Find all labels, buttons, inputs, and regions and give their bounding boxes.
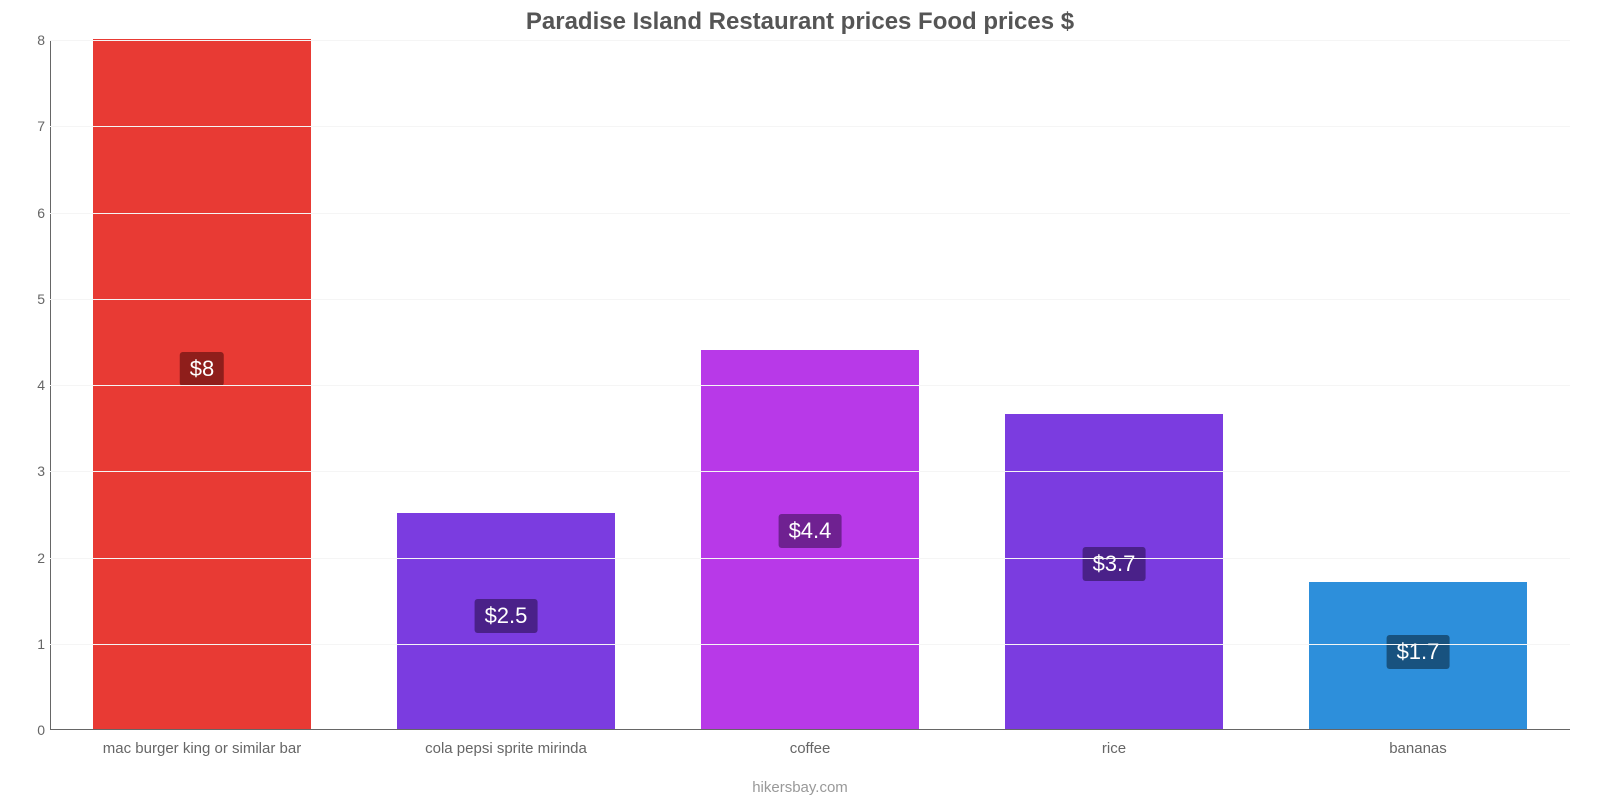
bar: $1.7 bbox=[1309, 582, 1528, 729]
grid-line bbox=[50, 213, 1570, 214]
bar: $8 bbox=[93, 39, 312, 729]
y-tick-label: 0 bbox=[20, 722, 45, 738]
plot-area: $8$2.5$4.4$3.7$1.7 012345678 bbox=[50, 40, 1570, 730]
bar-value-label: $2.5 bbox=[475, 599, 538, 633]
y-tick-label: 4 bbox=[20, 377, 45, 393]
bar-value-label: $3.7 bbox=[1083, 547, 1146, 581]
bar-value-label: $8 bbox=[180, 352, 224, 386]
y-tick-label: 6 bbox=[20, 205, 45, 221]
grid-line bbox=[50, 644, 1570, 645]
x-tick-label: bananas bbox=[1389, 740, 1447, 757]
y-tick-label: 8 bbox=[20, 32, 45, 48]
chart-footer: hikersbay.com bbox=[0, 779, 1600, 796]
x-tick-label: coffee bbox=[790, 740, 831, 757]
y-tick-label: 7 bbox=[20, 118, 45, 134]
x-tick-label: cola pepsi sprite mirinda bbox=[425, 740, 587, 757]
bar-value-label: $4.4 bbox=[779, 514, 842, 548]
y-tick-label: 3 bbox=[20, 463, 45, 479]
bar: $4.4 bbox=[701, 350, 920, 730]
grid-line bbox=[50, 385, 1570, 386]
y-tick-label: 5 bbox=[20, 291, 45, 307]
grid-line bbox=[50, 40, 1570, 41]
x-tick-label: mac burger king or similar bar bbox=[103, 740, 301, 757]
bar: $3.7 bbox=[1005, 414, 1224, 729]
grid-line bbox=[50, 299, 1570, 300]
price-chart: Paradise Island Restaurant prices Food p… bbox=[0, 0, 1600, 800]
x-tick-label: rice bbox=[1102, 740, 1126, 757]
grid-line bbox=[50, 558, 1570, 559]
chart-title: Paradise Island Restaurant prices Food p… bbox=[0, 0, 1600, 40]
bar: $2.5 bbox=[397, 513, 616, 729]
y-tick-label: 1 bbox=[20, 636, 45, 652]
grid-line bbox=[50, 471, 1570, 472]
grid-line bbox=[50, 126, 1570, 127]
bar-value-label: $1.7 bbox=[1387, 635, 1450, 669]
y-tick-label: 2 bbox=[20, 550, 45, 566]
